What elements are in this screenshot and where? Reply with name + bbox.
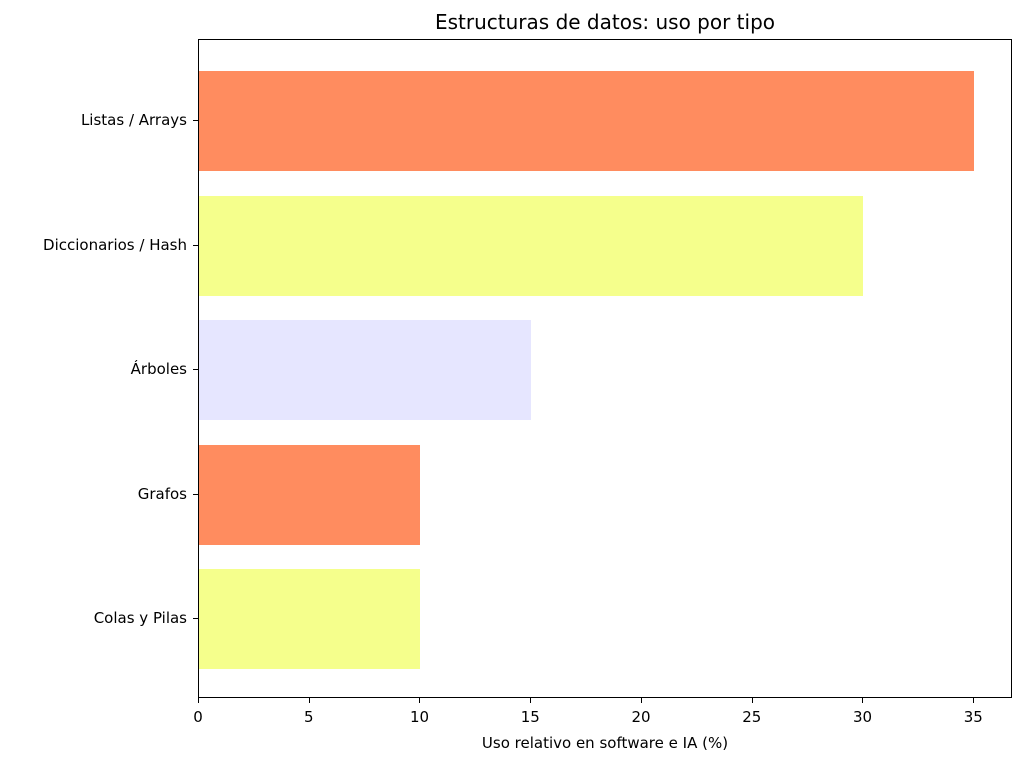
bar	[199, 320, 532, 420]
y-tick-label: Grafos	[137, 484, 187, 503]
y-tick	[193, 120, 198, 121]
x-tick	[751, 698, 753, 703]
x-tick	[308, 698, 310, 703]
chart-title: Estructuras de datos: uso por tipo	[435, 10, 775, 34]
y-tick	[193, 244, 198, 246]
y-tick-label: Árboles	[130, 360, 187, 378]
x-tick	[530, 698, 532, 703]
y-tick	[193, 493, 198, 495]
x-tick	[419, 698, 421, 703]
x-tick	[640, 698, 642, 703]
x-tick-label: 0	[193, 708, 203, 726]
x-tick	[862, 698, 864, 703]
x-tick-label: 10	[409, 708, 430, 726]
bar	[199, 569, 421, 669]
y-tick	[193, 618, 198, 619]
x-axis-label: Uso relativo en software e IA (%)	[481, 734, 729, 752]
x-tick	[973, 698, 975, 703]
bar	[199, 444, 421, 545]
x-tick-label: 5	[303, 708, 314, 726]
y-tick	[193, 369, 198, 370]
y-tick-label: Listas / Arrays	[80, 111, 187, 129]
x-tick-label: 25	[742, 708, 762, 726]
x-tick-label: 20	[631, 708, 651, 726]
x-tick-label: 35	[963, 708, 983, 726]
x-tick-label: 30	[852, 708, 873, 726]
x-tick-label: 15	[520, 708, 540, 726]
y-tick-label: Colas y Pilas	[93, 609, 187, 627]
x-tick	[198, 698, 199, 703]
bar	[199, 71, 975, 171]
y-tick-label: Diccionarios / Hash	[43, 235, 187, 254]
plot-area	[198, 39, 1012, 698]
bar	[199, 195, 864, 296]
